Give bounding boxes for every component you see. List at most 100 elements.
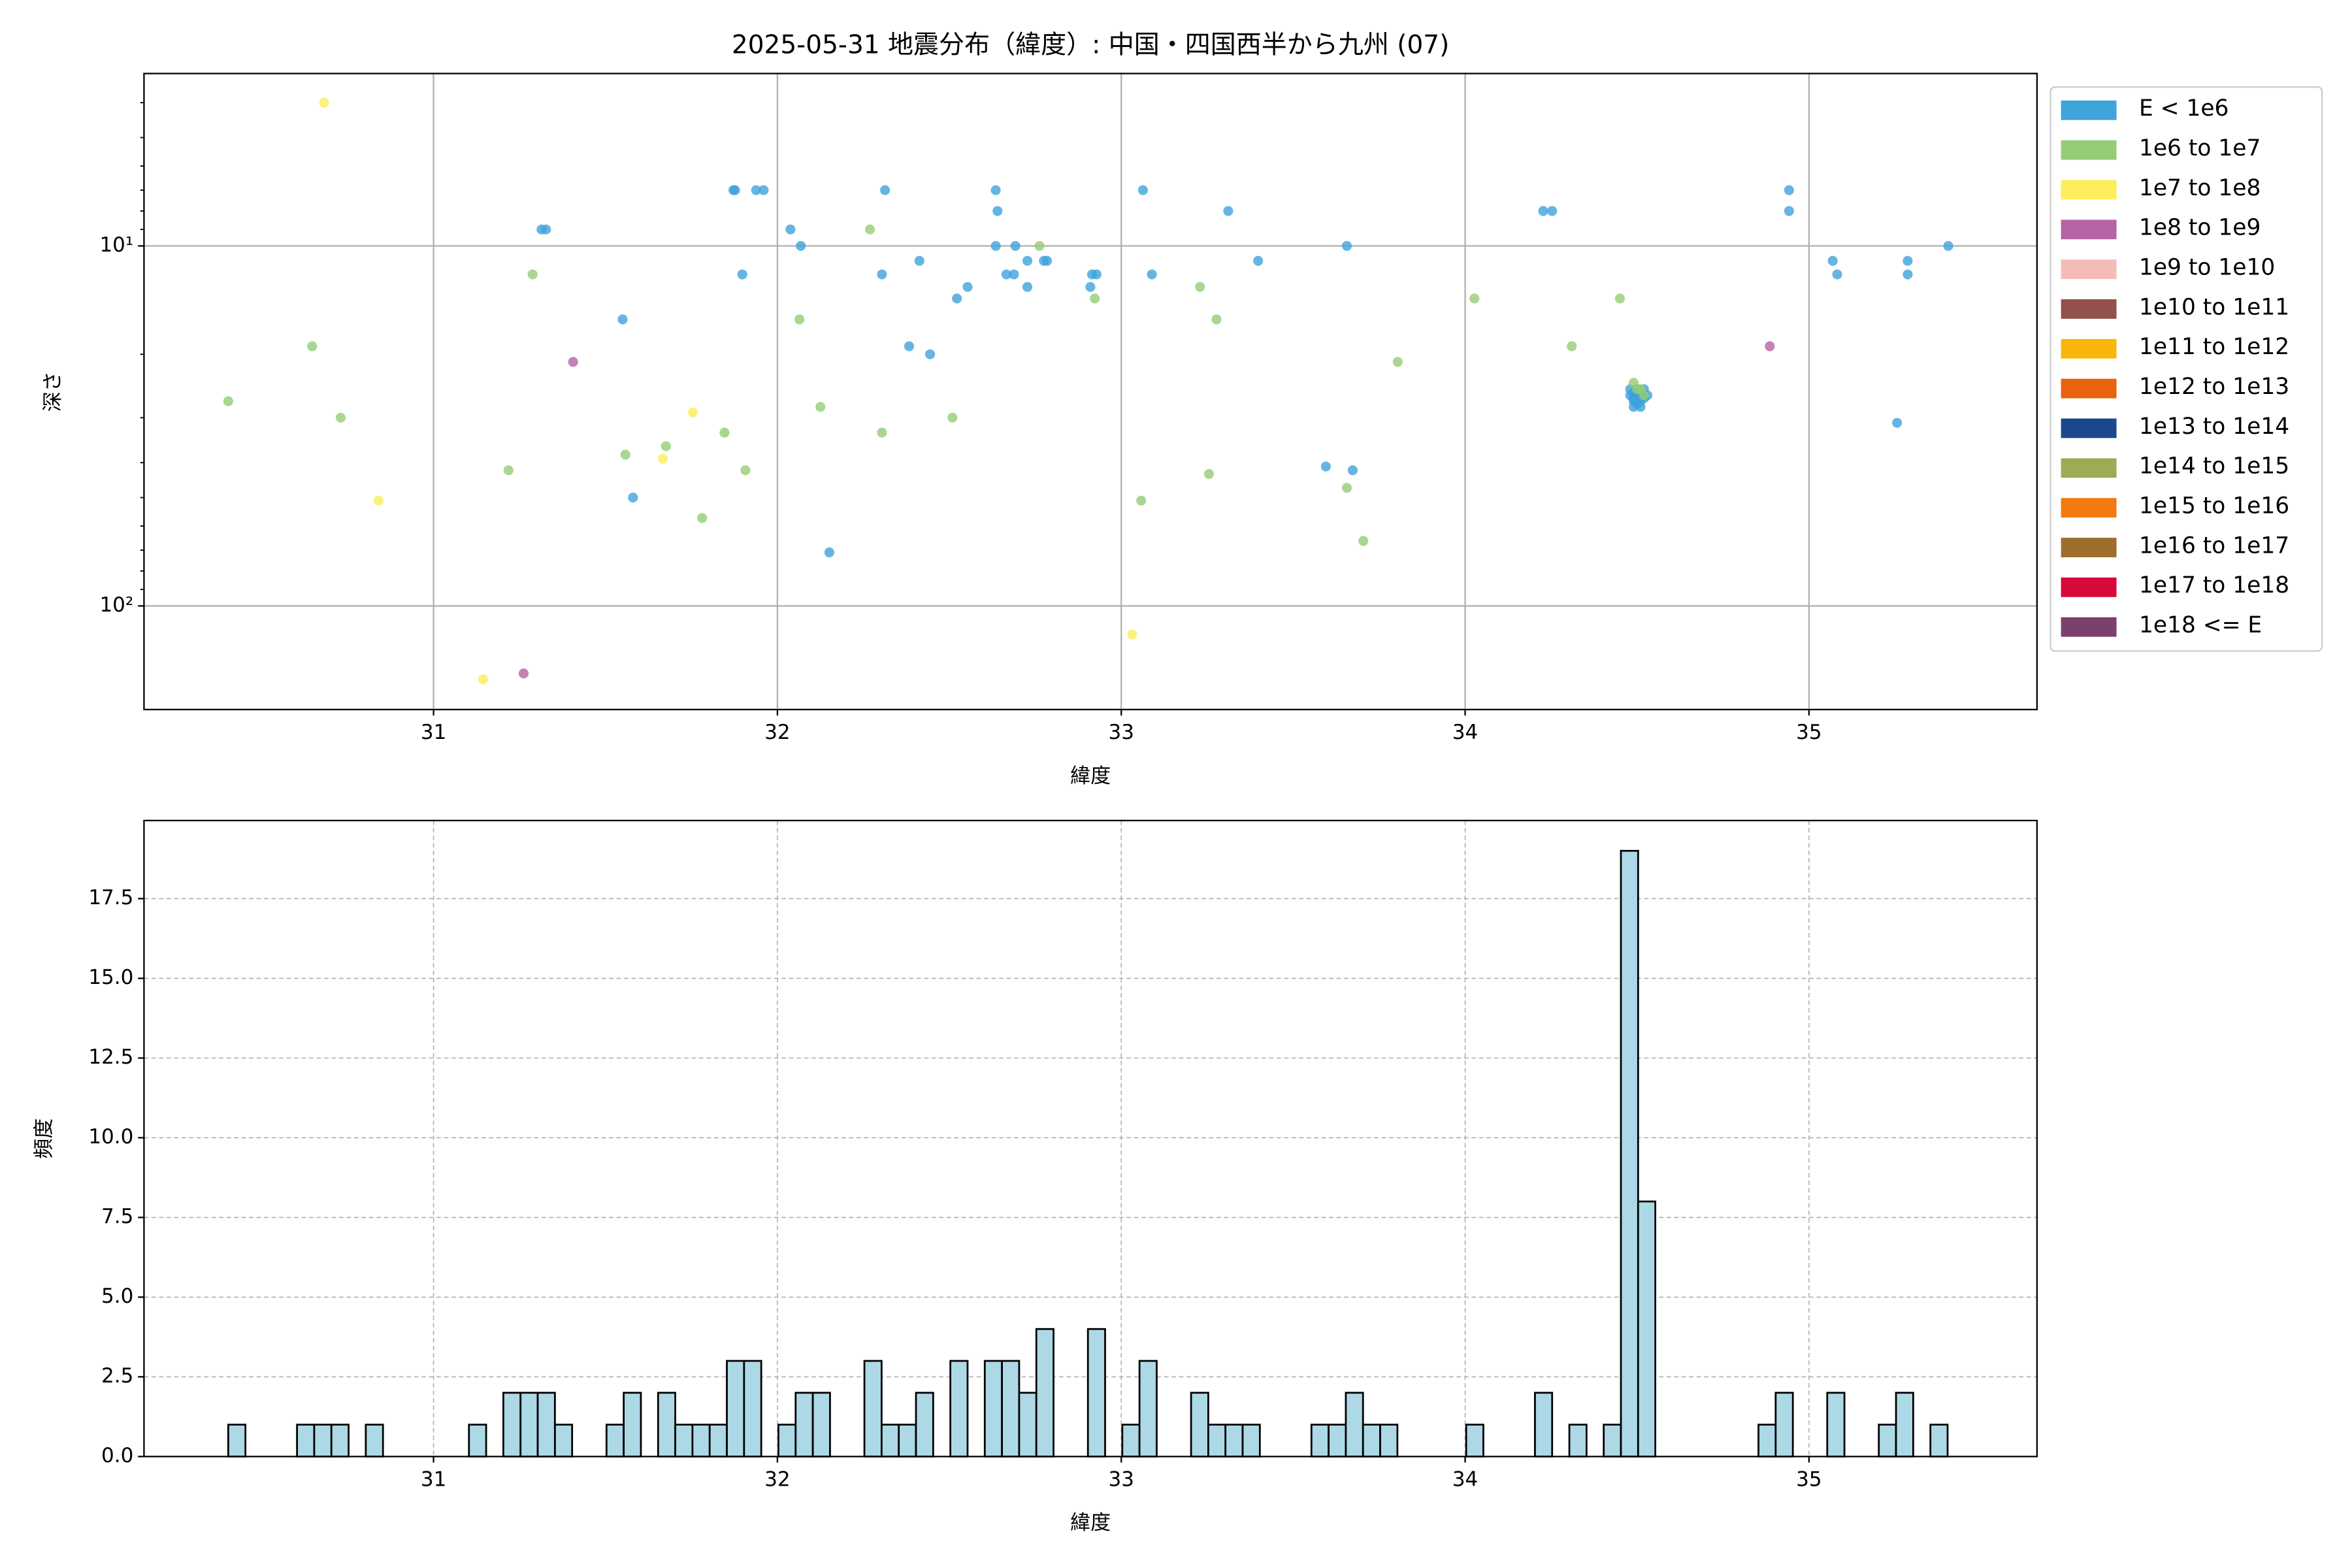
legend-swatch <box>2061 259 2117 280</box>
histogram-bar <box>777 1424 797 1458</box>
scatter-point <box>503 465 514 476</box>
scatter-point <box>904 341 915 351</box>
scatter-point <box>990 185 1001 195</box>
scatter-point <box>518 668 529 679</box>
y-tick-label: 17.5 <box>88 886 133 909</box>
scatter-point <box>719 427 730 438</box>
histogram-bar <box>691 1424 711 1458</box>
scatter-point <box>1827 255 1838 266</box>
x-tick-label: 34 <box>1452 1468 1478 1492</box>
histogram-bar <box>1895 1392 1914 1458</box>
histogram-bar <box>674 1424 694 1458</box>
scatter-point <box>1090 293 1100 304</box>
scatter-point <box>1010 240 1021 251</box>
scatter-point <box>1320 461 1331 472</box>
scatter-point <box>1614 293 1625 304</box>
legend-label: 1e12 to 1e13 <box>2139 374 2289 400</box>
legend-label: 1e10 to 1e11 <box>2139 294 2289 320</box>
y-tick-label: 10¹ <box>99 233 133 257</box>
scatter-point <box>864 224 875 235</box>
histogram-bar <box>898 1424 917 1458</box>
histogram-bar <box>1603 1424 1622 1458</box>
x-tick-label: 33 <box>1109 721 1134 744</box>
histogram-bar <box>983 1360 1003 1458</box>
histogram-bar <box>743 1360 762 1458</box>
histogram-bar <box>468 1424 487 1458</box>
scatter-point <box>1091 269 1102 280</box>
scatter-point <box>527 269 538 280</box>
scatter-point <box>1211 314 1222 325</box>
histogram-bar <box>1826 1392 1846 1458</box>
legend-label: 1e11 to 1e12 <box>2139 334 2289 360</box>
x-tick-label: 35 <box>1796 1468 1821 1492</box>
x-tick-label: 33 <box>1109 1468 1134 1492</box>
scatter-point <box>1639 390 1649 400</box>
scatter-point <box>730 185 740 195</box>
histogram-bar <box>1362 1424 1381 1458</box>
scatter-point <box>478 674 488 685</box>
histogram-bar <box>1929 1424 1949 1458</box>
y-tick-label: 12.5 <box>88 1045 133 1069</box>
histogram-bar <box>1774 1392 1794 1458</box>
scatter-point <box>794 314 805 325</box>
scatter-point <box>687 407 698 417</box>
x-tick-label: 35 <box>1796 721 1821 744</box>
histogram-bar <box>1465 1424 1484 1458</box>
legend-swatch <box>2061 378 2117 399</box>
scatter-point <box>1943 240 1953 251</box>
legend-label: 1e14 to 1e15 <box>2139 453 2289 480</box>
legend-swatch <box>2061 180 2117 200</box>
histogram-bar <box>811 1392 831 1458</box>
x-tick-label: 32 <box>764 721 790 744</box>
x-tick-label: 32 <box>764 1468 790 1492</box>
scatter-point <box>737 269 747 280</box>
legend-box <box>2050 86 2323 652</box>
scatter-point <box>658 453 668 464</box>
scatter-point <box>992 206 1003 216</box>
y-tick-label: 5.0 <box>101 1284 133 1308</box>
histogram-bar <box>365 1424 384 1458</box>
legend-label: 1e7 to 1e8 <box>2139 175 2261 201</box>
histogram-bar <box>657 1392 676 1458</box>
scatter-point <box>1538 206 1548 216</box>
histogram-bar <box>881 1424 900 1458</box>
scatter-point <box>1765 341 1775 351</box>
y-tick-label: 15.0 <box>88 966 133 989</box>
scatter-point <box>1085 282 1096 292</box>
histogram-bar <box>1568 1424 1588 1458</box>
plot-frame <box>143 819 2038 1458</box>
y-tick-label: 7.5 <box>101 1205 133 1228</box>
histogram-bar <box>605 1424 625 1458</box>
histogram-bar <box>1620 849 1639 1458</box>
scatter-point <box>1784 185 1794 195</box>
scatter-point <box>628 492 638 503</box>
legend-swatch <box>2061 577 2117 597</box>
legend-swatch <box>2061 617 2117 637</box>
histogram-bar <box>1035 1328 1054 1458</box>
scatter-point <box>1903 255 1913 266</box>
legend-label: 1e13 to 1e14 <box>2139 414 2289 440</box>
histogram-bar <box>726 1360 745 1458</box>
scatter-point <box>796 240 806 251</box>
scatter-point <box>925 349 936 359</box>
scatter-point <box>661 441 671 451</box>
histogram-bar <box>1001 1360 1021 1458</box>
scatter-point <box>962 282 973 292</box>
y-tick-label: 0.0 <box>101 1444 133 1467</box>
scatter-point <box>1784 206 1794 216</box>
histogram-bar <box>1121 1424 1141 1458</box>
scatter-point <box>1147 269 1157 280</box>
scatter-point <box>880 185 890 195</box>
x-axis-label: 緯度 <box>1070 1511 1111 1535</box>
scatter-point <box>1347 465 1358 476</box>
scatter-point <box>1903 269 1913 280</box>
legend-swatch <box>2061 498 2117 518</box>
scatter-point <box>1041 255 1053 266</box>
legend-swatch <box>2061 299 2117 319</box>
scatter-point <box>319 97 329 108</box>
histogram-bar <box>949 1360 969 1458</box>
histogram-bar <box>330 1424 350 1458</box>
legend-swatch <box>2061 538 2117 557</box>
